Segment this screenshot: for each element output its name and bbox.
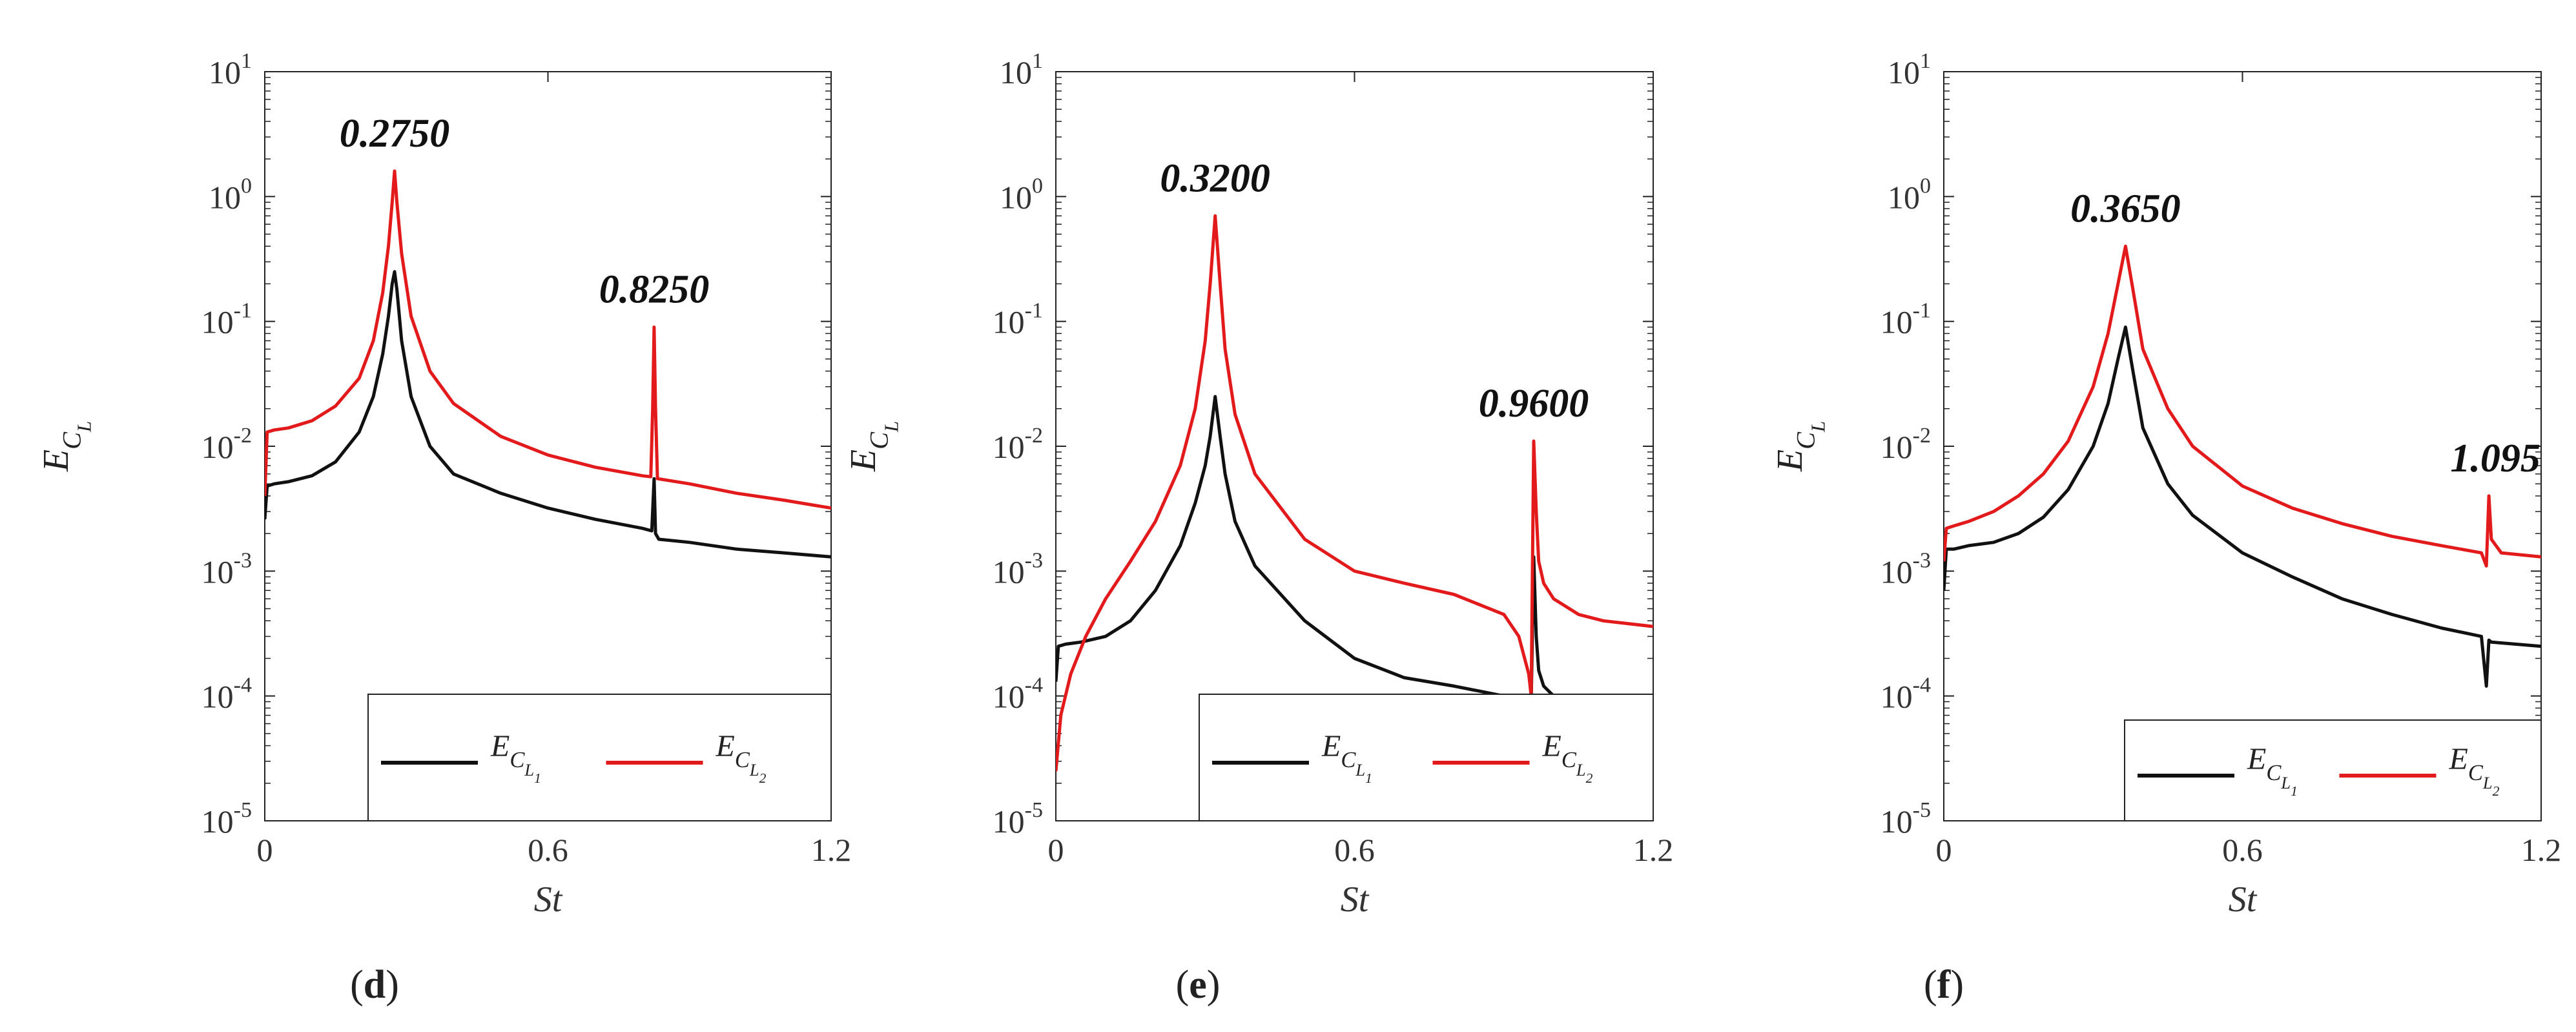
y-tick-label: 100 bbox=[209, 174, 252, 215]
series-line-1 bbox=[1944, 325, 2541, 688]
y-tick-label: 10-1 bbox=[201, 299, 252, 340]
peak-label: 0.2750 bbox=[340, 112, 450, 156]
x-tick-label: 1.2 bbox=[2521, 832, 2562, 868]
y-tick-label: 10-4 bbox=[201, 674, 252, 715]
y-tick-label: 10-5 bbox=[1880, 798, 1931, 840]
y-axis-label-text: ECL bbox=[1770, 421, 1829, 472]
x-axis-label: St bbox=[2229, 880, 2258, 920]
x-tick-label: 0.6 bbox=[2222, 832, 2263, 868]
legend-label-2: ECL2 bbox=[1542, 729, 1593, 786]
legend-box bbox=[367, 694, 832, 821]
peak-label: 1.095 bbox=[2450, 437, 2540, 480]
legend-label-2: ECL2 bbox=[2449, 742, 2500, 799]
y-tick-label: 10-4 bbox=[993, 674, 1043, 715]
legend-label-1-text: ECL1 bbox=[2247, 742, 2298, 799]
legend-box bbox=[2124, 719, 2542, 821]
panel-d: 10-5 10-4 10-3 10-2 10-1 100 101 0 0.6 1.2 St ECL 0.… bbox=[36, 49, 851, 1007]
panel-e: 10-5 10-4 10-3 10-2 10-1 100 101 0 0.6 1.2 St ECL 0.… bbox=[843, 49, 1673, 1007]
y-tick-label: 101 bbox=[209, 49, 252, 90]
x-tick-label: 1.2 bbox=[811, 832, 852, 868]
legend-label-2-text: ECL2 bbox=[716, 729, 767, 786]
x-tick-label: 1.2 bbox=[1633, 832, 1674, 868]
series-line-2 bbox=[1944, 244, 2541, 568]
legend-label-1: ECL1 bbox=[490, 729, 541, 786]
y-tick-label: 10-5 bbox=[201, 798, 252, 840]
y-tick-label: 100 bbox=[1000, 174, 1043, 215]
x-tick-label: 0.6 bbox=[1334, 832, 1375, 868]
y-tick-label: 101 bbox=[1000, 49, 1043, 90]
y-tick-label: 10-3 bbox=[993, 548, 1043, 590]
y-tick-label: 10-2 bbox=[201, 424, 252, 465]
legend-box bbox=[1199, 694, 1654, 821]
x-tick-label: 0.6 bbox=[528, 832, 568, 868]
y-tick-label: 10-2 bbox=[993, 424, 1043, 465]
peak-label: 0.9600 bbox=[1479, 382, 1589, 426]
legend-label-1: ECL1 bbox=[2247, 742, 2298, 799]
panel-label: (d) bbox=[350, 963, 399, 1007]
series-line-1 bbox=[265, 270, 831, 559]
y-axis-label: ECL bbox=[843, 421, 902, 472]
panel-label: (e) bbox=[1176, 963, 1221, 1007]
y-axis-label-text: ECL bbox=[843, 421, 902, 472]
peak-label: 0.3200 bbox=[1160, 156, 1270, 200]
panel-label: (f) bbox=[1924, 963, 1964, 1007]
series-line-2 bbox=[1056, 214, 1653, 772]
y-tick-label: 100 bbox=[1888, 174, 1931, 215]
y-tick-label: 101 bbox=[1888, 49, 1931, 90]
peak-label: 0.8250 bbox=[599, 268, 710, 312]
peak-label: 0.3650 bbox=[2070, 187, 2181, 231]
y-tick-label: 10-1 bbox=[1880, 299, 1931, 340]
y-tick-label: 10-2 bbox=[1880, 424, 1931, 465]
y-axis-label-text: ECL bbox=[36, 421, 95, 472]
legend-label-2: ECL2 bbox=[716, 729, 767, 786]
legend-label-1-text: ECL1 bbox=[1321, 729, 1372, 786]
y-tick-label: 10-1 bbox=[993, 299, 1043, 340]
y-tick-label: 10-3 bbox=[201, 548, 252, 590]
x-axis-label: St bbox=[1341, 880, 1370, 920]
y-tick-label: 10-5 bbox=[993, 798, 1043, 840]
series-line-1 bbox=[1056, 395, 1653, 714]
legend-label-1: ECL1 bbox=[1321, 729, 1372, 786]
x-tick-label: 0 bbox=[1048, 832, 1064, 868]
legend-label-2-text: ECL2 bbox=[2449, 742, 2500, 799]
y-axis-label: ECL bbox=[36, 421, 95, 472]
legend-label-1-text: ECL1 bbox=[490, 729, 541, 786]
y-axis-label: ECL bbox=[1770, 421, 1829, 472]
x-tick-label: 0 bbox=[257, 832, 273, 868]
panel-f: 10-5 10-4 10-3 10-2 10-1 100 101 0 0.6 1.2 St ECL 0.… bbox=[1770, 49, 2561, 1007]
x-axis-label: St bbox=[534, 880, 563, 920]
y-tick-label: 10-4 bbox=[1880, 674, 1931, 715]
series-line-2 bbox=[265, 169, 831, 510]
x-tick-label: 0 bbox=[1936, 832, 1952, 868]
legend-label-2-text: ECL2 bbox=[1542, 729, 1593, 786]
y-tick-label: 10-3 bbox=[1880, 548, 1931, 590]
